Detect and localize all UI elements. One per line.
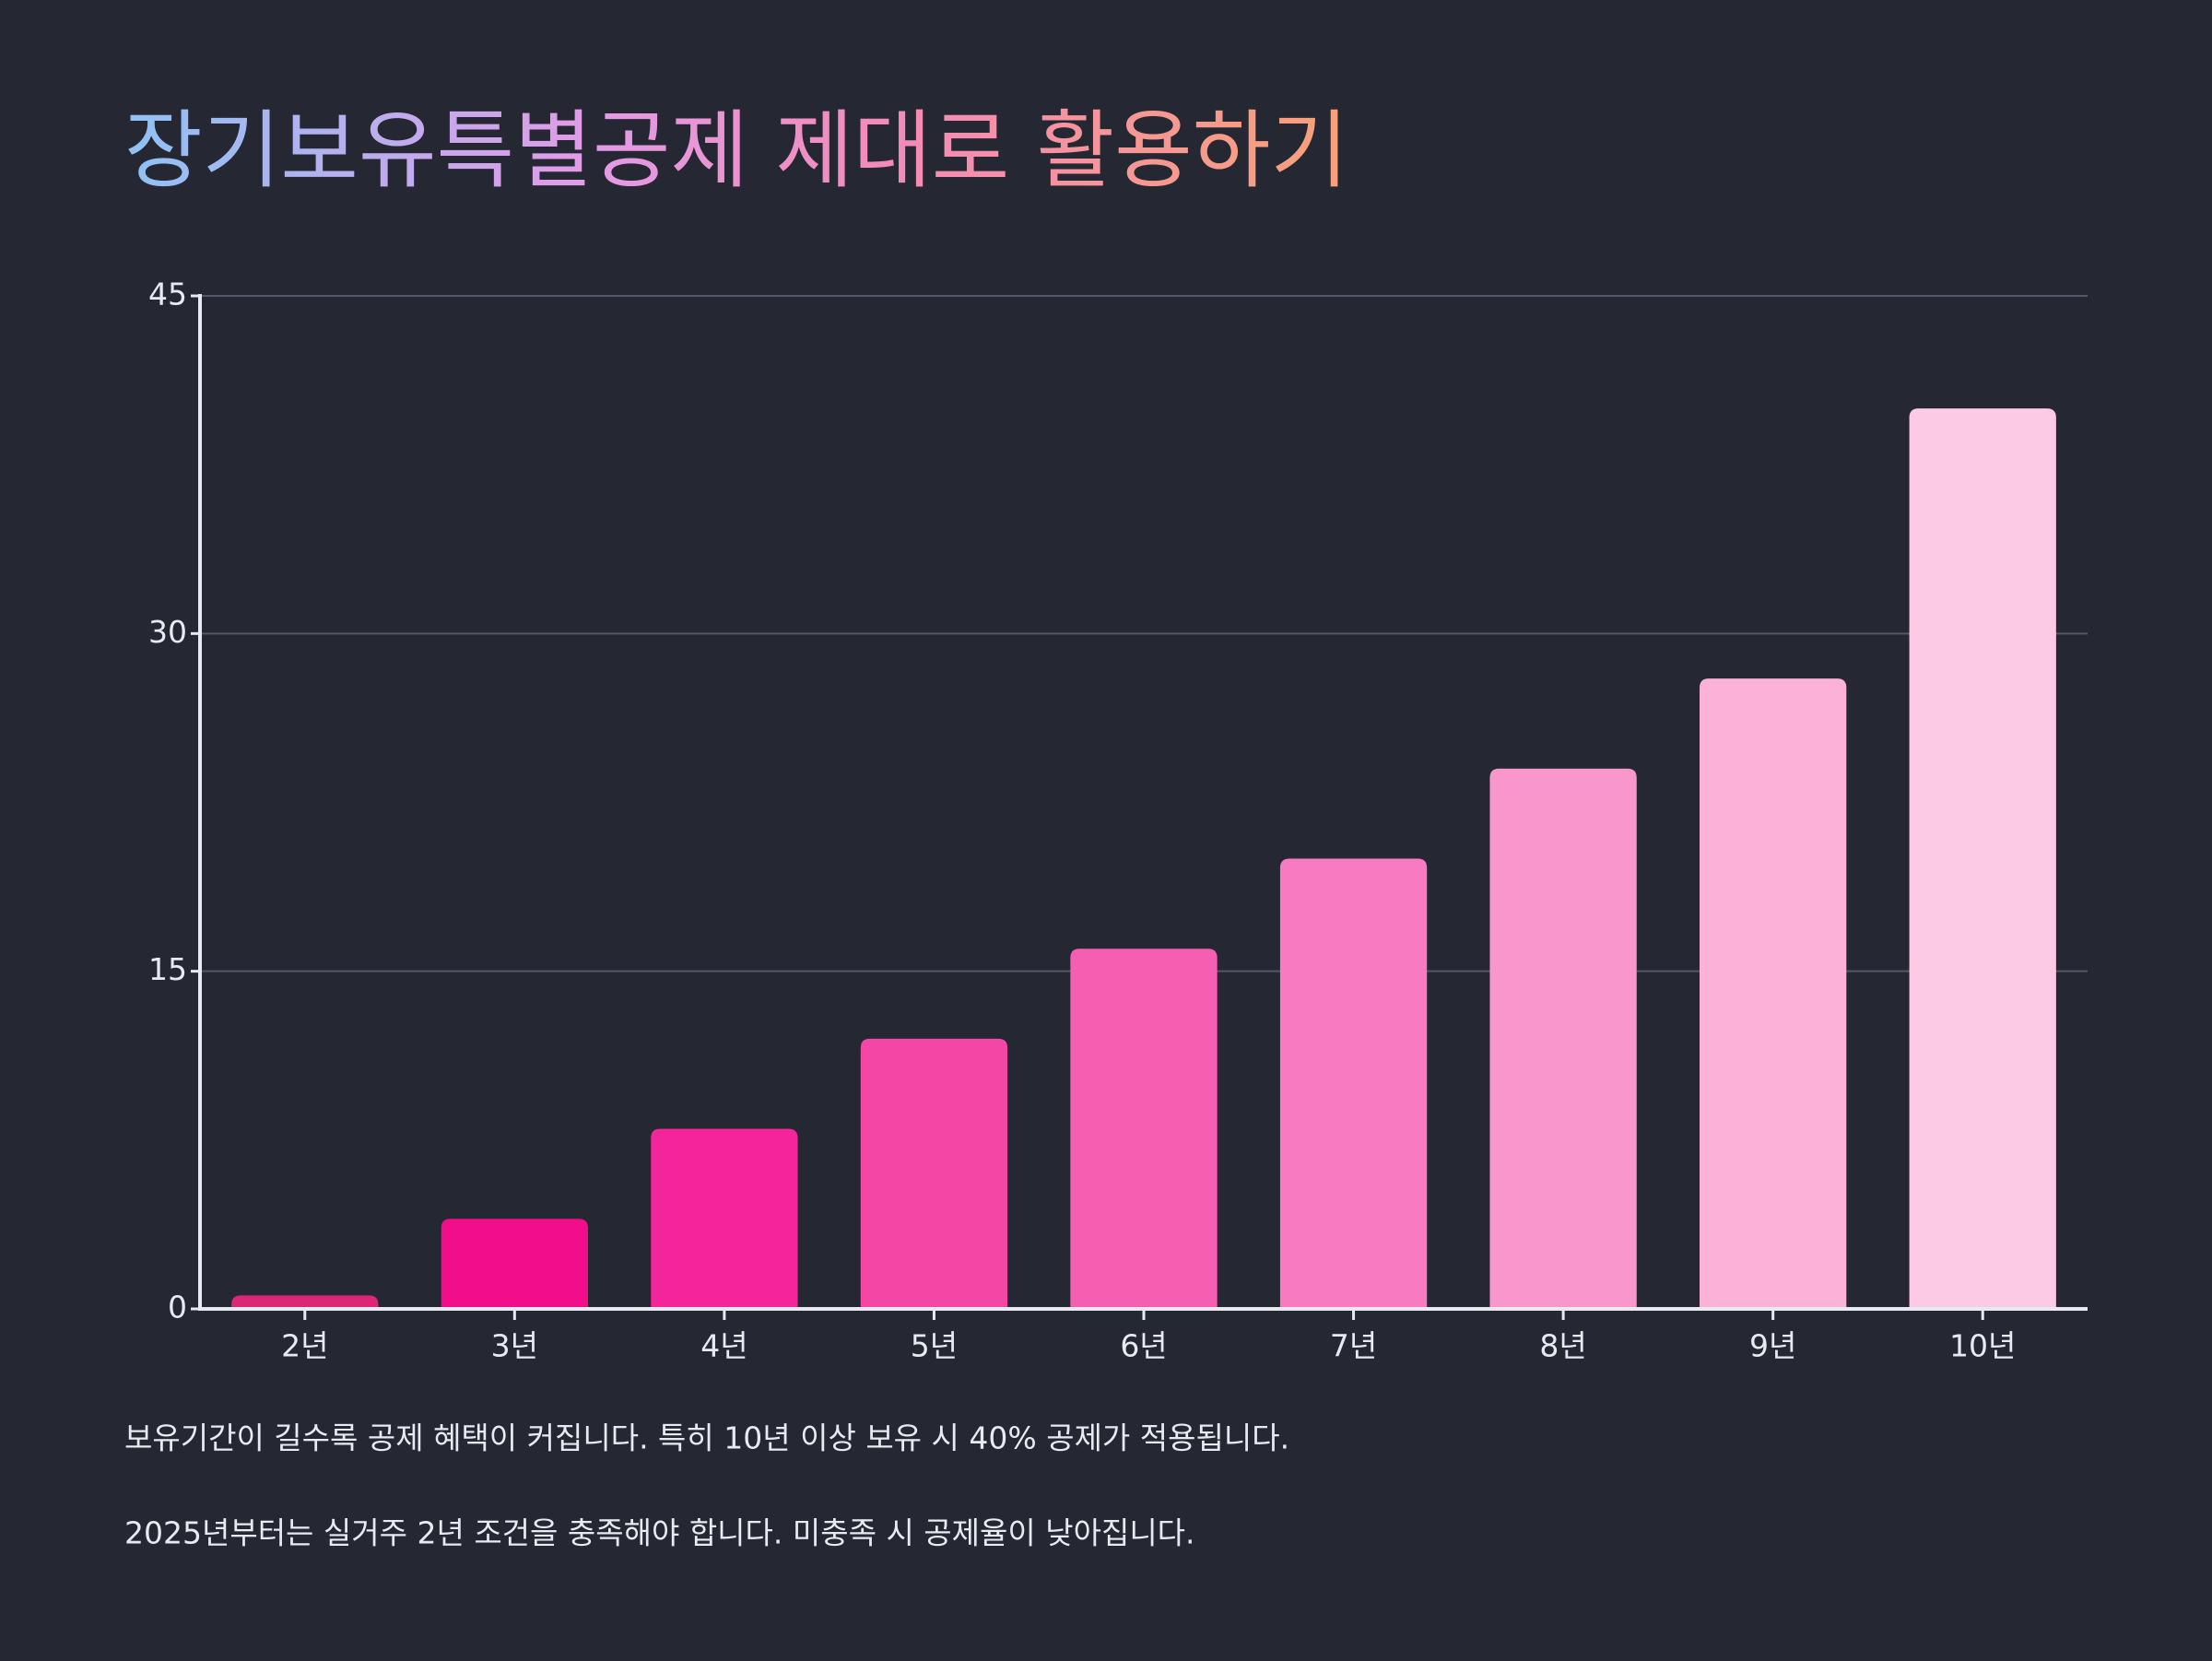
bar: [1489, 768, 1637, 1309]
y-tick-label: 0: [168, 1290, 187, 1325]
y-tick-label: 15: [148, 951, 187, 987]
y-tick-label: 30: [148, 614, 187, 650]
y-tick-label: 45: [148, 277, 187, 312]
x-tick-label: 6년: [1120, 1328, 1167, 1364]
note: 보유기간이 길수록 공제 혜택이 커집니다. 특히 10년 이상 보유 시 40…: [124, 1420, 1289, 1456]
bar: [651, 1128, 798, 1309]
x-tick-label: 3년: [491, 1328, 538, 1364]
bar: [1909, 408, 2056, 1310]
x-tick-label: 5년: [911, 1328, 958, 1364]
bar: [441, 1219, 588, 1309]
x-tick-label: 9년: [1749, 1328, 1796, 1364]
x-tick-label: 8년: [1539, 1328, 1586, 1364]
x-tick-label: 10년: [1949, 1328, 2016, 1364]
bar: [860, 1038, 1008, 1309]
x-tick-label: 4년: [700, 1328, 747, 1364]
bar: [1279, 858, 1428, 1309]
bar: [1070, 948, 1218, 1309]
bar: [231, 1295, 379, 1309]
x-tick-label: 7년: [1330, 1328, 1377, 1364]
chart-title: 장기보유특별공제 제대로 활용하기: [124, 101, 1348, 200]
bar: [1700, 678, 1847, 1309]
note: 2025년부터는 실거주 2년 조건을 충족해야 합니다. 미충족 시 공제율이…: [124, 1515, 1195, 1551]
x-tick-label: 2년: [281, 1328, 328, 1364]
